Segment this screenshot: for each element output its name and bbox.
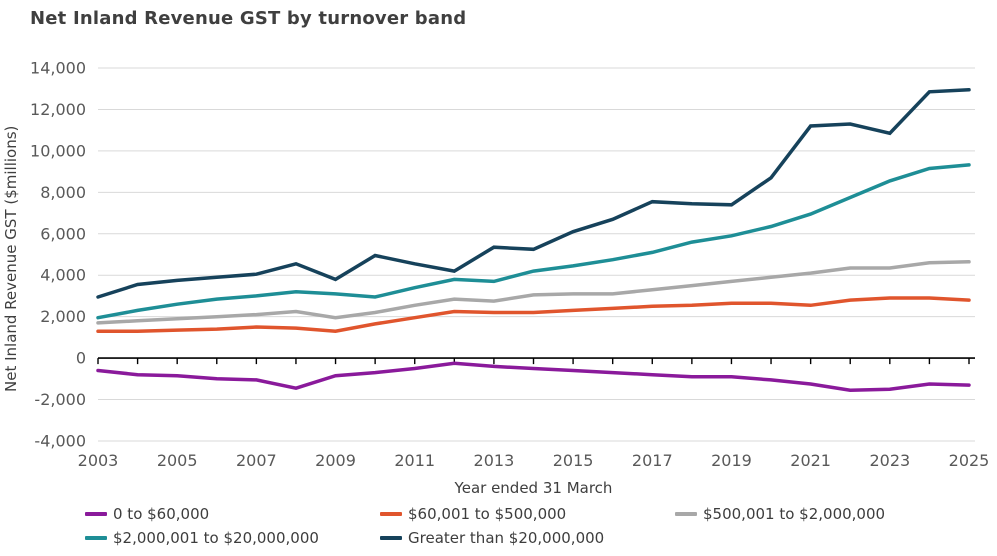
legend-item-0-to-60000: 0 to $60,000 [85,505,209,523]
x-tick-label: 2017 [632,451,673,470]
legend-label: Greater than $20,000,000 [408,529,605,547]
legend-label: $60,001 to $500,000 [408,505,567,523]
x-tick-label: 2007 [236,451,277,470]
series-line [96,260,971,325]
x-tick-label: 2021 [790,451,831,470]
y-tick-label: 6,000 [40,224,86,243]
y-tick-label: 12,000 [30,100,86,119]
legend-item-60001-to-500000: $60,001 to $500,000 [380,505,566,523]
legend-line-swatch-icon [85,512,107,516]
y-tick-label: 8,000 [40,183,86,202]
x-tick-label: 2023 [869,451,910,470]
y-tick-label: 14,000 [30,59,86,78]
x-axis-title: Year ended 31 March [454,479,613,497]
y-tick-label: 2,000 [40,307,86,326]
x-tick-label: 2003 [78,451,119,470]
y-tick-label: 10,000 [30,141,86,160]
legend-line-swatch-icon [380,536,402,540]
legend-line-swatch-icon [380,512,402,516]
x-tick-label: 2005 [157,451,198,470]
x-tick-label: 2019 [711,451,752,470]
chart-title: Net Inland Revenue GST by turnover band [30,8,467,29]
series-line [96,88,971,299]
x-tick-label: 2013 [474,451,515,470]
series-line [96,361,971,392]
x-tick-label: 2015 [553,451,594,470]
series-line [96,163,971,320]
y-tick-label: 0 [76,349,86,368]
legend-item-greater-than-20000000: Greater than $20,000,000 [380,529,604,547]
legend-line-swatch-icon [85,536,107,540]
legend-item-500001-to-2000000: $500,001 to $2,000,000 [675,505,885,523]
y-tick-label: -2,000 [34,390,86,409]
y-tick-label: 4,000 [40,266,86,285]
x-tick-label: 2025 [949,451,990,470]
legend-label: $2,000,001 to $20,000,000 [113,529,319,547]
legend-item-2000001-to-20000000: $2,000,001 to $20,000,000 [85,529,319,547]
x-tick-label: 2011 [394,451,435,470]
legend-label: 0 to $60,000 [113,505,210,523]
legend-label: $500,001 to $2,000,000 [703,505,886,523]
x-tick-label: 2009 [315,451,356,470]
y-tick-label: -4,000 [34,432,86,451]
legend-line-swatch-icon [675,512,697,516]
series-line [96,296,971,333]
